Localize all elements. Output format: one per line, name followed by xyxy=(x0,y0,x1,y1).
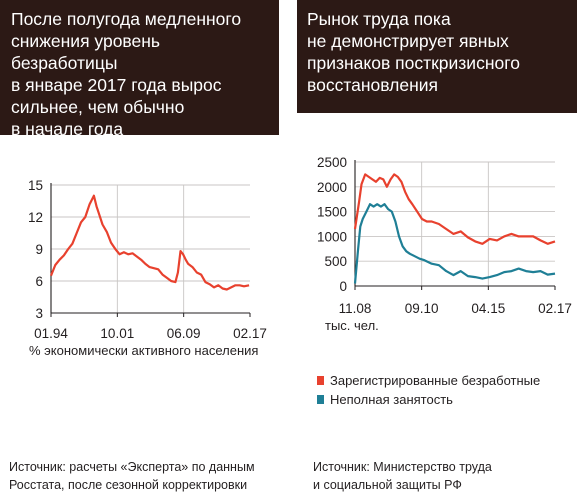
left-source: Источник: расчеты «Эксперта» по данным Р… xyxy=(9,460,255,492)
y-tick-label: 0 xyxy=(339,279,347,294)
y-tick-label: 1000 xyxy=(317,229,347,244)
left-panel: После полугода медленного снижения урове… xyxy=(0,0,288,500)
x-tick-label: 04.15 xyxy=(471,301,505,316)
legend-swatch-teal xyxy=(317,395,324,404)
unemployment-rate-chart: 3 6 9 12 15 01.94 10.01 06.09 02.17 xyxy=(28,178,267,341)
legend-item-registered-unemployed: Зарегистрированные безработные xyxy=(317,371,540,390)
y-tick-label: 6 xyxy=(35,274,43,289)
y-tick-label: 3 xyxy=(35,306,43,321)
legend-label: Неполная занятость xyxy=(330,392,453,407)
legend: Зарегистрированные безработные Неполная … xyxy=(317,371,540,409)
right-source: Источник: Министерство труда и социально… xyxy=(313,460,492,492)
y-tick-label: 12 xyxy=(28,210,43,225)
series-line-teal xyxy=(353,203,556,284)
y-tick-label: 2500 xyxy=(317,155,347,170)
x-tick-label: 02.17 xyxy=(538,301,572,316)
right-panel: Рынок труда пока не демонстрирует явных … xyxy=(297,0,577,500)
series-line-red xyxy=(49,194,250,291)
legend-swatch-red xyxy=(317,376,324,385)
right-axis-note: тыс. чел. xyxy=(325,318,379,333)
x-tick-label: 09.10 xyxy=(405,301,439,316)
x-tick-label: 01.94 xyxy=(34,326,68,341)
y-tick-label: 15 xyxy=(28,178,43,193)
right-header: Рынок труда пока не демонстрирует явных … xyxy=(297,0,577,113)
x-tick-label: 06.09 xyxy=(167,326,201,341)
y-tick-label: 500 xyxy=(324,254,347,269)
left-axis-note: % экономически активного населения xyxy=(29,343,259,358)
left-header: После полугода медленного снижения урове… xyxy=(0,0,279,139)
y-tick-label: 2000 xyxy=(317,180,347,195)
x-tick-label: 02.17 xyxy=(233,326,267,341)
y-tick-label: 9 xyxy=(35,242,43,257)
series-line-red xyxy=(353,173,556,245)
x-tick-label: 11.08 xyxy=(339,301,372,316)
labor-market-chart: 0 500 1000 1500 2000 2500 11.08 09.10 04.15 02.17 xyxy=(317,155,572,316)
legend-label: Зарегистрированные безработные xyxy=(330,373,541,388)
y-tick-label: 1500 xyxy=(317,205,347,220)
x-tick-label: 10.01 xyxy=(100,326,134,341)
legend-item-underemployment: Неполная занятость xyxy=(317,390,540,409)
